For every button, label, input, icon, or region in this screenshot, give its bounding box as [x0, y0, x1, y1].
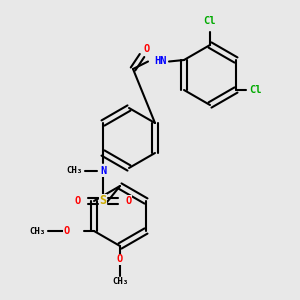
Text: CH₃: CH₃ [112, 278, 128, 286]
Text: Cl: Cl [249, 85, 262, 95]
Text: O: O [117, 254, 123, 265]
Text: Cl: Cl [204, 16, 216, 26]
Text: HN: HN [154, 56, 166, 67]
Text: O: O [125, 196, 132, 206]
Text: O: O [64, 226, 70, 236]
Text: CH₃: CH₃ [67, 167, 82, 176]
Text: N: N [100, 166, 106, 176]
Text: S: S [100, 194, 106, 208]
Text: O: O [143, 44, 150, 55]
Text: CH₃: CH₃ [29, 226, 45, 236]
Text: O: O [74, 196, 81, 206]
